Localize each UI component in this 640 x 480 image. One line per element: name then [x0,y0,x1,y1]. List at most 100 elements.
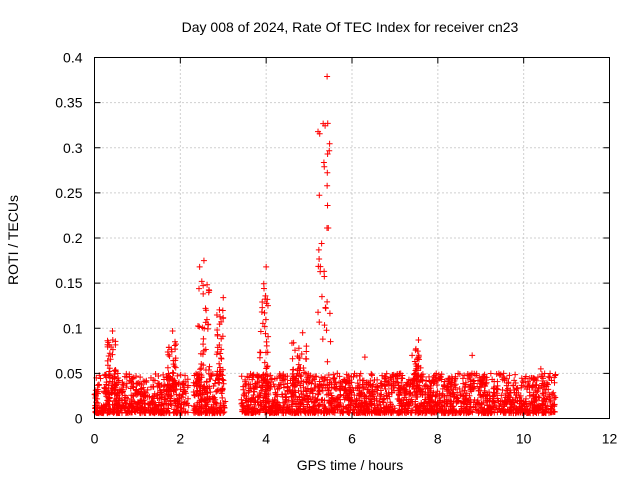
data-point [415,336,422,343]
data-point [334,395,341,402]
data-point [155,406,162,413]
data-point [312,395,319,402]
data-point [487,370,494,377]
data-point [371,404,378,411]
data-point [172,338,179,345]
data-point [261,323,268,330]
data-point [539,377,546,384]
data-point [522,375,529,382]
data-point [293,409,300,416]
data-point [342,384,349,391]
data-point [360,377,367,384]
data-point [297,406,304,413]
data-point [416,382,423,389]
data-point [179,391,186,398]
data-point [192,380,199,387]
data-point [285,397,292,404]
data-point [195,370,202,377]
data-point [195,323,202,330]
data-point [173,391,180,398]
data-point [551,379,558,386]
data-point [324,182,331,189]
data-point [395,390,402,397]
data-point [389,372,396,379]
data-point [279,391,286,398]
data-point [494,386,501,393]
data-point [295,345,302,352]
data-point [360,384,367,391]
data-point [409,352,416,359]
data-point [455,370,462,377]
data-point [452,375,459,382]
data-point [220,294,227,301]
data-point [172,364,179,371]
data-point [156,409,163,416]
data-point [296,393,303,400]
data-point [384,395,391,402]
data-point [149,394,156,401]
data-point [94,386,101,393]
data-point [439,399,446,406]
data-point [381,376,388,383]
data-point [175,400,182,407]
data-point [500,405,507,412]
data-point [550,389,557,396]
data-point [483,392,490,399]
data-point [288,401,295,408]
data-point [349,384,356,391]
data-point [526,400,533,407]
x-tick-label: 2 [176,431,184,447]
data-point [170,409,177,416]
data-point [191,403,198,410]
data-point [111,367,118,374]
data-point [254,371,261,378]
data-point [148,400,155,407]
data-point [324,225,331,232]
data-point [414,407,421,414]
data-point [451,394,458,401]
data-point [416,387,423,394]
data-point [165,382,172,389]
data-point [298,351,305,358]
data-point [367,398,374,405]
data-point [377,387,384,394]
data-point [389,403,396,410]
data-point [218,346,225,353]
data-point [310,409,317,416]
data-point [303,394,310,401]
data-point [361,391,368,398]
data-point [321,268,328,275]
data-point [378,407,385,414]
data-point [198,374,205,381]
data-point [319,375,326,382]
data-point [152,370,159,377]
data-point [326,397,333,404]
data-point [463,409,470,416]
data-point [216,375,223,382]
data-point [426,402,433,409]
data-point [204,390,211,397]
data-point [263,263,270,270]
data-point [324,150,331,157]
data-point [396,398,403,405]
data-point [358,409,365,416]
data-point [401,394,408,401]
y-tick-label: 0.35 [55,95,82,111]
data-point [125,407,132,414]
data-point [111,375,118,382]
data-point [333,385,340,392]
data-point [523,403,530,410]
data-point [191,391,198,398]
data-point [342,379,349,386]
data-point [123,370,130,377]
data-point [107,408,114,415]
data-point [238,373,245,380]
data-point [424,383,431,390]
data-point [448,385,455,392]
data-point [249,376,256,383]
data-point [202,319,209,326]
data-point [354,380,361,387]
data-point [251,388,258,395]
data-point [258,373,265,380]
data-point [206,396,213,403]
